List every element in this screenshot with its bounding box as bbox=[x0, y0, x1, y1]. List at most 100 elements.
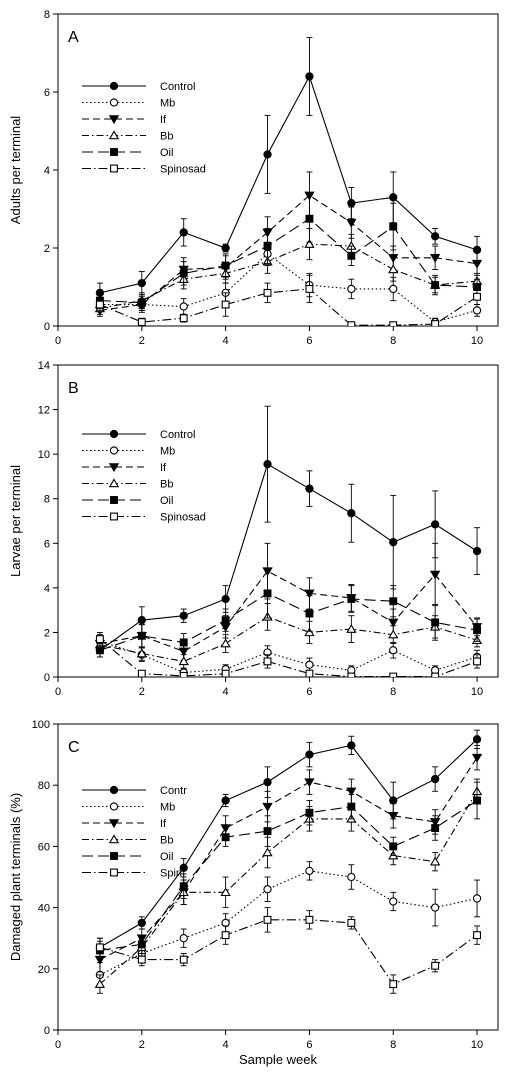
data-point bbox=[220, 638, 231, 648]
x-tick-label: 4 bbox=[223, 1039, 229, 1051]
data-point bbox=[473, 626, 481, 635]
y-tick-label: 0 bbox=[44, 672, 50, 684]
data-point bbox=[389, 980, 398, 989]
y-tick-label: 40 bbox=[38, 903, 50, 915]
data-point bbox=[389, 538, 398, 547]
data-point bbox=[95, 635, 104, 644]
data-point bbox=[389, 842, 398, 851]
data-point bbox=[95, 646, 104, 655]
data-point bbox=[389, 672, 398, 677]
data-point bbox=[305, 750, 314, 759]
data-point bbox=[305, 284, 314, 293]
data-point bbox=[263, 657, 272, 666]
data-point bbox=[304, 778, 315, 788]
data-point bbox=[431, 320, 440, 326]
data-point bbox=[346, 623, 357, 633]
data-point bbox=[431, 281, 440, 289]
legend-marker bbox=[110, 148, 118, 156]
data-point bbox=[389, 897, 398, 906]
series-line bbox=[99, 592, 478, 651]
data-point bbox=[263, 460, 272, 469]
data-point bbox=[389, 193, 398, 202]
data-point bbox=[347, 284, 356, 294]
x-tick-label: 6 bbox=[306, 1039, 312, 1051]
data-point bbox=[94, 979, 106, 988]
data-point bbox=[430, 232, 440, 241]
x-tick-label: 6 bbox=[306, 335, 312, 347]
legend-entry: Control bbox=[82, 81, 195, 93]
data-point bbox=[347, 595, 356, 603]
data-point bbox=[221, 300, 230, 309]
series-line bbox=[99, 800, 478, 951]
legend-label: Control bbox=[160, 429, 195, 441]
data-point bbox=[304, 239, 315, 248]
data-point bbox=[304, 589, 315, 599]
data-point bbox=[429, 570, 441, 580]
y-axis-label: Damaged plant terminals (%) bbox=[8, 793, 23, 961]
data-point bbox=[431, 961, 440, 970]
legend-entry: Spinosad bbox=[82, 512, 206, 524]
data-point bbox=[263, 777, 272, 787]
data-point bbox=[347, 802, 356, 811]
data-point bbox=[137, 278, 146, 288]
series-bb bbox=[94, 228, 483, 315]
data-point bbox=[472, 306, 482, 315]
legend-label: If bbox=[160, 462, 167, 474]
legend: Control Mb If Bb Oil Spinosad bbox=[82, 429, 206, 524]
plot-frame bbox=[57, 723, 499, 1031]
data-point bbox=[221, 931, 230, 940]
legend-marker bbox=[109, 98, 119, 107]
y-tick-label: 100 bbox=[32, 719, 50, 731]
data-point bbox=[262, 802, 273, 812]
data-point bbox=[221, 616, 230, 625]
data-point bbox=[95, 943, 104, 952]
data-point bbox=[388, 812, 399, 821]
data-point bbox=[179, 611, 188, 620]
data-point bbox=[430, 903, 440, 912]
y-tick-label: 0 bbox=[44, 321, 50, 333]
data-point bbox=[389, 796, 398, 805]
data-point bbox=[305, 866, 314, 876]
series-line bbox=[99, 791, 478, 985]
data-point bbox=[305, 660, 314, 669]
y-tick-label: 12 bbox=[38, 405, 50, 417]
data-point bbox=[347, 321, 356, 326]
data-point bbox=[429, 856, 441, 866]
series-mb bbox=[95, 861, 482, 988]
legend-marker bbox=[108, 819, 120, 829]
data-point bbox=[263, 288, 272, 297]
data-point bbox=[179, 955, 188, 964]
data-point bbox=[388, 629, 399, 639]
legend-marker bbox=[110, 868, 118, 877]
y-tick-label: 4 bbox=[44, 165, 50, 177]
data-point bbox=[95, 300, 104, 309]
series-if bbox=[94, 744, 483, 973]
data-point bbox=[473, 657, 481, 666]
x-axis-label: Sample week bbox=[239, 1052, 318, 1067]
y-tick-label: 10 bbox=[38, 449, 50, 461]
series-line bbox=[99, 194, 478, 311]
panel-label: B bbox=[68, 380, 79, 397]
data-point bbox=[389, 321, 398, 326]
legend: Contr Mb If Bb Oil Spin bbox=[82, 785, 187, 880]
legend-label: Mb bbox=[160, 98, 175, 110]
legend-entry: Control bbox=[82, 429, 195, 441]
data-point bbox=[431, 824, 440, 832]
legend-label: Control bbox=[160, 81, 195, 93]
legend-entry: Oil bbox=[82, 495, 173, 507]
data-point bbox=[346, 787, 357, 797]
data-point bbox=[305, 808, 314, 817]
legend-label: Mb bbox=[160, 802, 175, 814]
data-point bbox=[179, 314, 188, 323]
x-tick-label: 10 bbox=[471, 686, 483, 698]
data-point bbox=[431, 672, 440, 677]
data-point bbox=[389, 597, 398, 606]
legend-label: Oil bbox=[160, 147, 173, 159]
legend-label: Bb bbox=[160, 479, 173, 491]
data-point bbox=[137, 318, 146, 326]
legend-label: Spinosad bbox=[160, 164, 206, 176]
legend-marker bbox=[108, 478, 120, 488]
plot-area bbox=[94, 36, 483, 326]
x-tick-label: 4 bbox=[223, 686, 229, 698]
